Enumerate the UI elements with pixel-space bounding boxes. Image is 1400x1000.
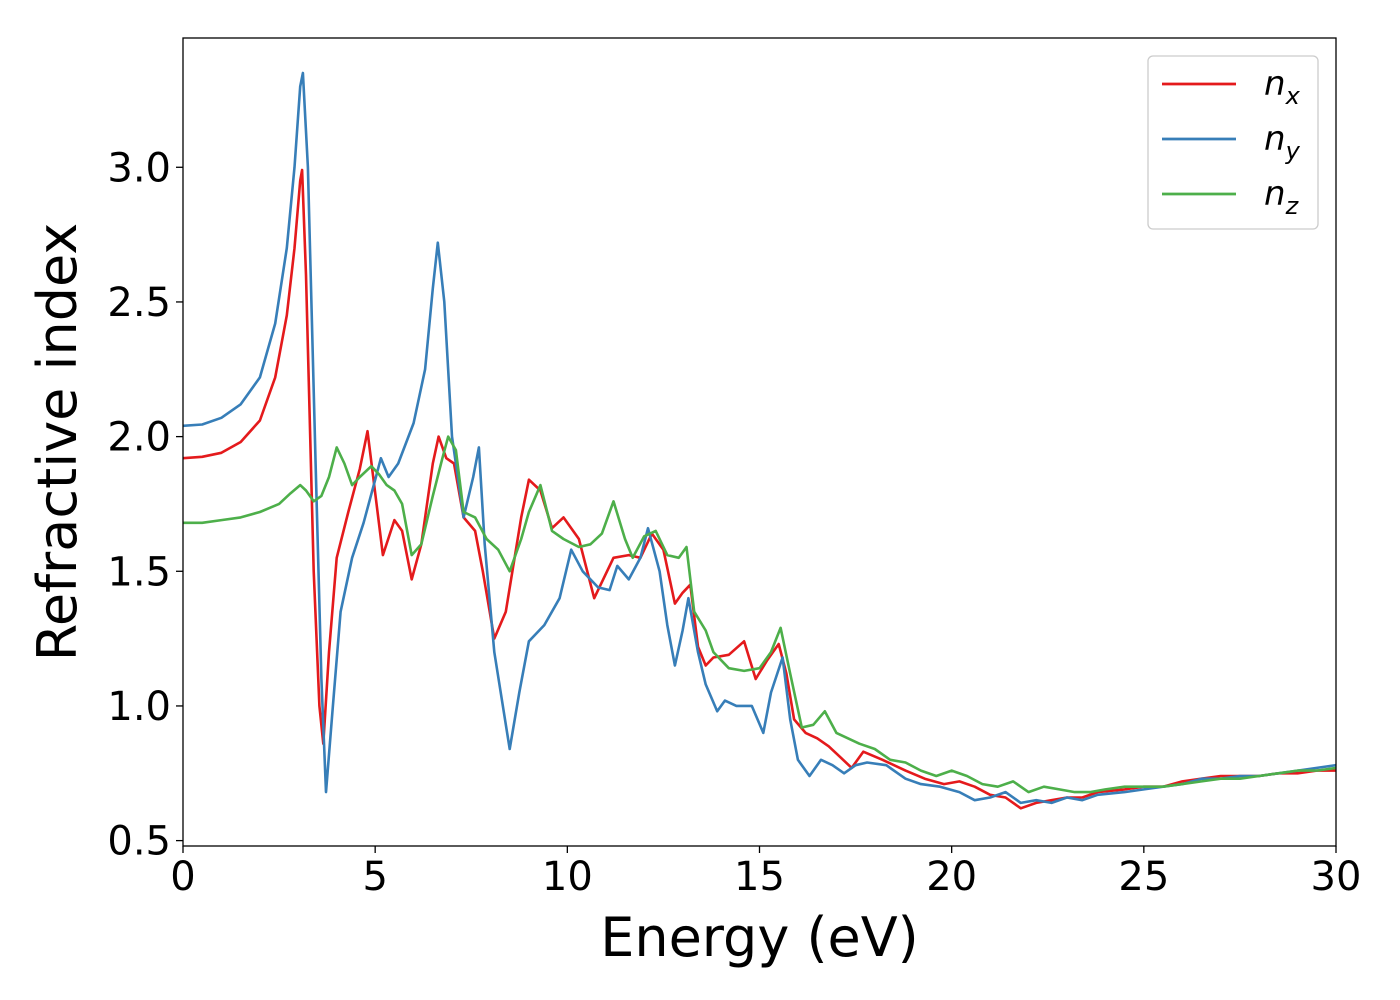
x-tick-label: 0: [170, 854, 195, 900]
y-axis: 0.5 1.0 1.5 2.0 2.5 3.0: [107, 145, 183, 865]
series-line-nz: [183, 435, 1336, 794]
series-line-nx: [183, 168, 1336, 810]
y-tick-label: 1.5: [107, 549, 171, 595]
y-tick-label: 3.0: [107, 145, 171, 191]
x-axis-label: Energy (eV): [600, 906, 919, 969]
x-tick-label: 15: [734, 854, 785, 900]
series-line-ny: [183, 71, 1336, 805]
x-tick-label: 25: [1118, 854, 1169, 900]
y-tick-label: 2.5: [107, 280, 171, 326]
y-tick-label: 2.0: [107, 415, 171, 461]
x-axis: 0 5 10 15 20 25 30: [170, 846, 1361, 900]
y-tick-label: 0.5: [107, 819, 171, 865]
x-tick-label: 5: [362, 854, 387, 900]
legend-box: [1147, 55, 1319, 230]
y-axis-label: Refractive index: [26, 223, 89, 662]
x-tick-label: 10: [542, 854, 593, 900]
legend-label-ny: ny: [1264, 119, 1301, 165]
legend-label-nx: nx: [1264, 64, 1301, 110]
legend: nx ny nz: [1147, 55, 1319, 230]
x-tick-label: 30: [1311, 854, 1362, 900]
x-tick-label: 20: [926, 854, 977, 900]
y-tick-label: 1.0: [107, 684, 171, 730]
legend-label-nz: nz: [1264, 174, 1300, 220]
series-layer: [183, 71, 1336, 810]
